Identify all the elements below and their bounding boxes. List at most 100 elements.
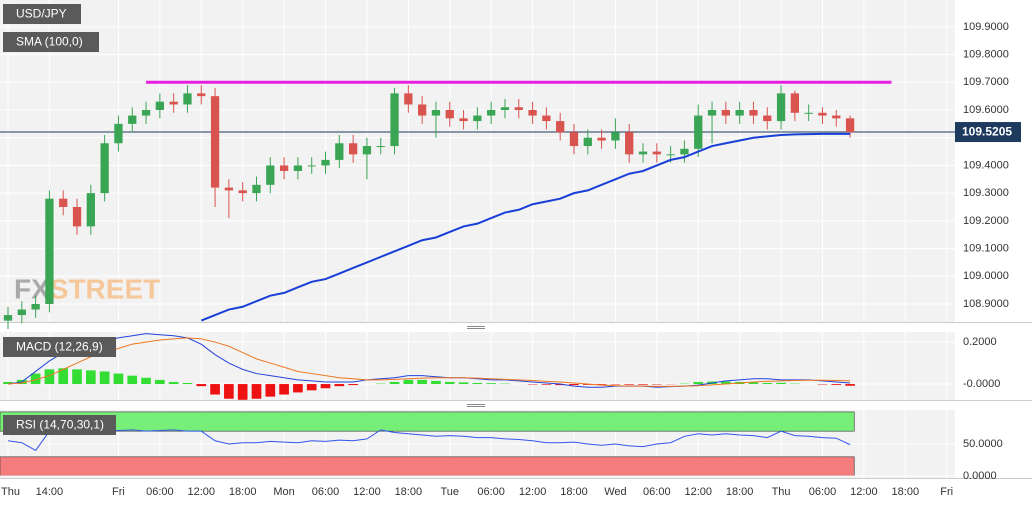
candle-body xyxy=(335,143,344,160)
y-tick-label: 109.9000 xyxy=(963,21,1009,33)
x-tick-label: 14:00 xyxy=(36,486,64,498)
legend-label: RSI (14,70,30,1) xyxy=(16,418,104,432)
candle-body xyxy=(473,115,482,122)
x-tick-label: Fri xyxy=(940,486,953,498)
y-tick-label: 109.7000 xyxy=(963,76,1009,88)
candle-body xyxy=(252,184,261,194)
x-tick-label: 12:00 xyxy=(188,486,216,498)
candle-body xyxy=(404,93,413,105)
histogram-bar xyxy=(182,383,193,385)
candle-body xyxy=(169,101,178,105)
histogram-bar xyxy=(210,384,220,395)
candle-body xyxy=(611,132,620,141)
histogram-bar xyxy=(320,384,331,389)
candle-body xyxy=(279,165,289,171)
y-tick-label: 0.2000 xyxy=(963,336,997,348)
candle-body xyxy=(100,143,109,194)
y-tick-label: 108.9000 xyxy=(963,298,1009,310)
y-tick-label: 109.4000 xyxy=(963,159,1009,171)
candle-body xyxy=(376,146,385,148)
candle-body xyxy=(749,110,758,116)
histogram-bar xyxy=(486,383,496,385)
candle-body xyxy=(362,146,372,155)
histogram-bar xyxy=(776,382,786,385)
series-line xyxy=(200,132,851,322)
y-tick-label: 109.6000 xyxy=(963,104,1009,116)
x-tick-label: 06:00 xyxy=(312,486,340,498)
candle-body xyxy=(3,315,13,321)
histogram-bar xyxy=(403,379,414,385)
candle-body xyxy=(652,151,661,155)
candle-body xyxy=(763,115,772,122)
series-line xyxy=(7,429,851,452)
histogram-bar xyxy=(113,373,124,385)
histogram-bar xyxy=(265,384,276,397)
rsi-band xyxy=(0,411,855,432)
histogram-bar xyxy=(831,384,842,385)
candle-body xyxy=(514,107,523,111)
candle-body xyxy=(569,132,579,147)
candle-body xyxy=(183,93,192,105)
histogram-bar xyxy=(693,381,704,385)
candle-body xyxy=(238,190,247,194)
histogram-bar xyxy=(458,382,469,385)
candle-body xyxy=(487,110,496,116)
candle-body xyxy=(707,110,717,116)
histogram-bar xyxy=(127,375,138,385)
histogram-bar xyxy=(334,384,345,387)
watermark: STREET xyxy=(50,273,160,304)
candle-body xyxy=(59,198,68,207)
histogram-bar xyxy=(224,384,234,399)
legend-label: USD/JPY xyxy=(16,7,67,21)
histogram-bar xyxy=(444,381,455,385)
candle-body xyxy=(445,110,454,119)
rsi-band xyxy=(0,456,855,477)
histogram-bar xyxy=(279,384,289,395)
legend-box xyxy=(3,415,116,435)
candle-body xyxy=(556,121,565,133)
y-tick-label: 109.8000 xyxy=(963,48,1009,60)
x-tick-label: 12:00 xyxy=(353,486,381,498)
candle-body xyxy=(128,115,137,124)
labels-layer: Thu 14:00 Fri 06:00 12:00 18:00 Mon 06:00 12:00 1… xyxy=(1,4,1021,498)
x-tick-label: 12:00 xyxy=(519,486,547,498)
y-tick-label: 109.3000 xyxy=(963,187,1009,199)
series-line xyxy=(7,337,851,387)
y-tick-label: 109.2000 xyxy=(963,215,1009,227)
watermark: FX xyxy=(14,273,50,304)
legend-label: MACD (12,26,9) xyxy=(16,340,103,354)
histogram-bar xyxy=(845,384,855,386)
histogram-bar xyxy=(237,384,248,400)
histogram-bar xyxy=(748,382,759,385)
histogram-bar xyxy=(44,369,55,385)
histogram-bar xyxy=(306,384,317,391)
legend-label: SMA (100,0) xyxy=(16,35,83,49)
candle-body xyxy=(583,137,592,147)
candle-body xyxy=(197,93,206,97)
last-price-label: 109.5205 xyxy=(962,125,1012,139)
x-tick-label: 12:00 xyxy=(684,486,712,498)
candle-body xyxy=(680,148,689,155)
candle-body xyxy=(790,93,800,113)
candle-body xyxy=(31,303,40,310)
histogram-bar xyxy=(99,371,110,385)
histogram-bar xyxy=(293,384,303,393)
x-tick-label: 18:00 xyxy=(892,486,920,498)
candle-body xyxy=(721,110,730,116)
candle-body xyxy=(266,165,275,185)
histogram-bar xyxy=(251,384,262,399)
histogram-bar xyxy=(541,384,552,385)
x-tick-label: Tue xyxy=(440,486,459,498)
candle-body xyxy=(224,187,234,191)
candle-body xyxy=(597,137,606,141)
histogram-bar xyxy=(196,384,207,387)
resize-handle[interactable] xyxy=(466,402,486,409)
histogram-bar xyxy=(417,379,427,385)
candle-body xyxy=(293,165,303,171)
x-tick-label: 18:00 xyxy=(229,486,257,498)
candle-body xyxy=(155,101,164,111)
resize-handle[interactable] xyxy=(466,324,486,331)
candle-body xyxy=(845,118,855,133)
candle-body xyxy=(459,118,468,122)
